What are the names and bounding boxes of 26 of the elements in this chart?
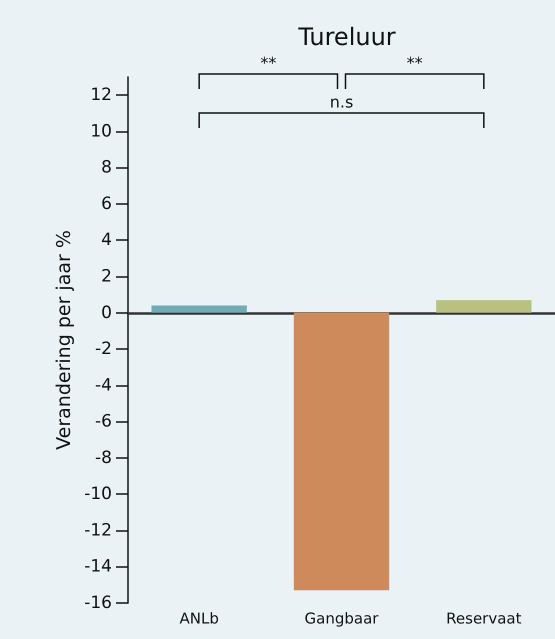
annotation: n.s	[330, 92, 354, 112]
y-tick-label: -4	[95, 375, 112, 396]
y-tick-label: -16	[84, 593, 112, 613]
x-tick-label: ANLb	[179, 610, 219, 628]
y-axis-title: Verandering per jaar %	[52, 230, 75, 450]
bar	[436, 300, 532, 313]
x-tick-label: Gangbaar	[304, 610, 380, 628]
y-tick-label: -8	[95, 448, 112, 468]
y-tick-label: -14	[84, 556, 112, 577]
y-tick-label: -10	[84, 484, 112, 504]
y-tick-label: 4	[101, 230, 112, 250]
text: **	[406, 54, 423, 72]
bar	[151, 306, 247, 313]
y-tick-label: 8	[101, 158, 112, 178]
text: **	[260, 54, 276, 72]
y-tick-label: -2	[95, 339, 112, 360]
y-tick-label: 10	[90, 121, 112, 142]
y-tick-label: 12	[90, 85, 112, 106]
y-tick-label: -12	[84, 520, 112, 540]
y-tick-label: -6	[95, 412, 112, 432]
bar	[294, 312, 390, 590]
y-tick-label: 6	[101, 194, 112, 214]
x-tick-label: Reservaat	[446, 610, 522, 628]
chart-title: Tureluur	[297, 23, 396, 51]
y-tick-label: 0	[101, 302, 112, 323]
y-tick-label: 2	[101, 266, 112, 287]
